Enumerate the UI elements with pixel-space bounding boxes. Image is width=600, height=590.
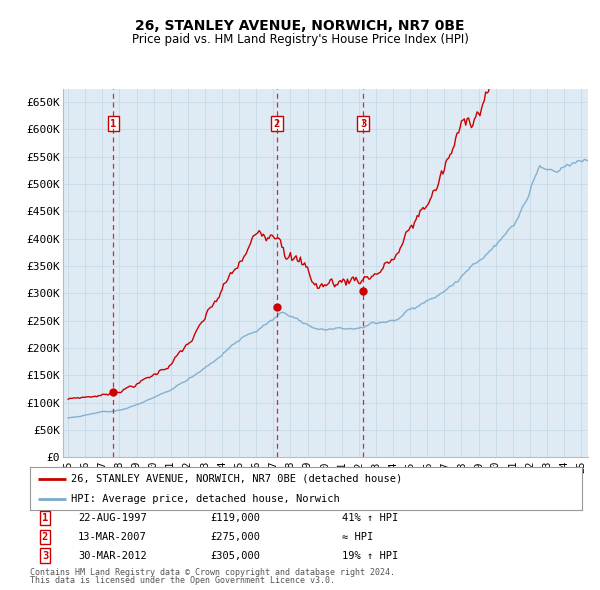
Text: Contains HM Land Registry data © Crown copyright and database right 2024.: Contains HM Land Registry data © Crown c… — [30, 568, 395, 577]
Text: 30-MAR-2012: 30-MAR-2012 — [78, 551, 147, 560]
Text: £275,000: £275,000 — [210, 532, 260, 542]
Text: £119,000: £119,000 — [210, 513, 260, 523]
Text: 2: 2 — [42, 532, 48, 542]
Text: 13-MAR-2007: 13-MAR-2007 — [78, 532, 147, 542]
Text: 41% ↑ HPI: 41% ↑ HPI — [342, 513, 398, 523]
Text: ≈ HPI: ≈ HPI — [342, 532, 373, 542]
Text: This data is licensed under the Open Government Licence v3.0.: This data is licensed under the Open Gov… — [30, 576, 335, 585]
Text: 1: 1 — [110, 119, 116, 129]
Text: 2: 2 — [274, 119, 280, 129]
Text: 1: 1 — [42, 513, 48, 523]
Text: 3: 3 — [42, 551, 48, 560]
Text: £305,000: £305,000 — [210, 551, 260, 560]
Text: 22-AUG-1997: 22-AUG-1997 — [78, 513, 147, 523]
Text: 3: 3 — [360, 119, 366, 129]
Text: 26, STANLEY AVENUE, NORWICH, NR7 0BE (detached house): 26, STANLEY AVENUE, NORWICH, NR7 0BE (de… — [71, 474, 403, 484]
Text: Price paid vs. HM Land Registry's House Price Index (HPI): Price paid vs. HM Land Registry's House … — [131, 33, 469, 46]
Text: 19% ↑ HPI: 19% ↑ HPI — [342, 551, 398, 560]
Text: HPI: Average price, detached house, Norwich: HPI: Average price, detached house, Norw… — [71, 494, 340, 504]
Text: 26, STANLEY AVENUE, NORWICH, NR7 0BE: 26, STANLEY AVENUE, NORWICH, NR7 0BE — [135, 19, 465, 33]
